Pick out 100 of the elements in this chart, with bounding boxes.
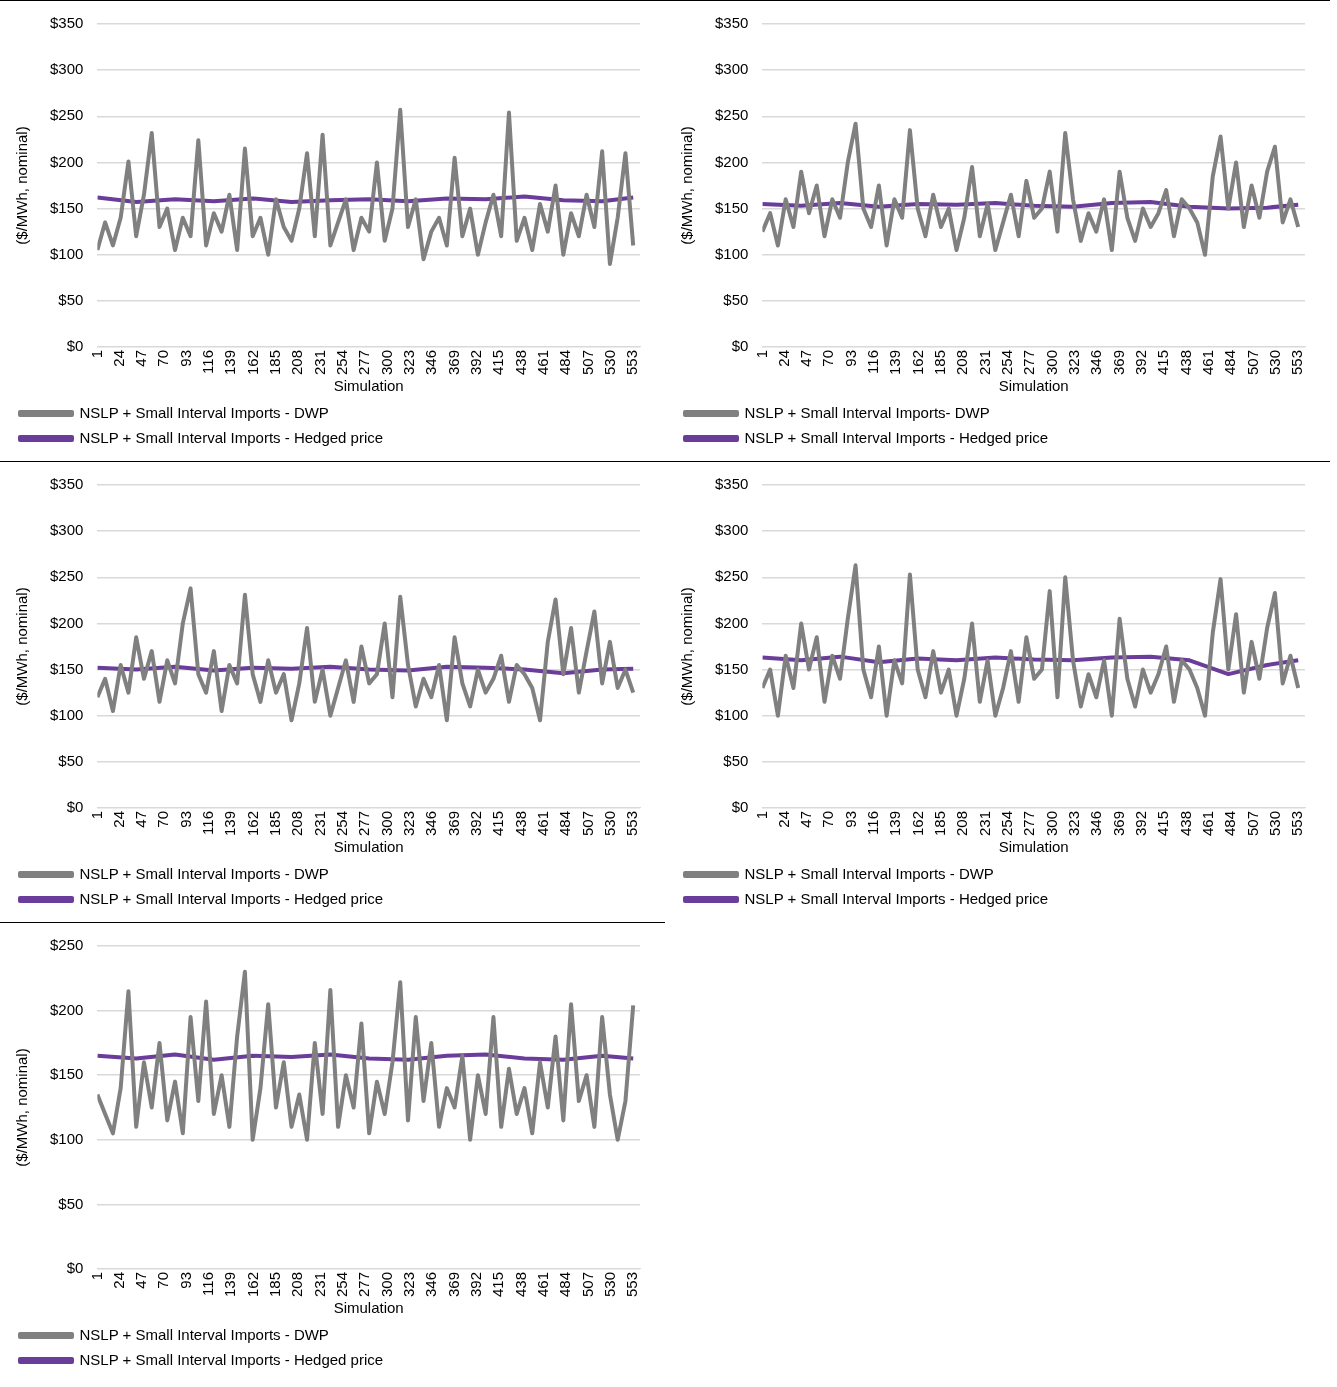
y-tick-label: $350 <box>714 475 749 493</box>
x-tick-label: 70 <box>819 810 837 828</box>
x-tick-label: 323 <box>400 1271 418 1297</box>
x-axis-title: Simulation <box>333 838 404 856</box>
x-tick-label: 507 <box>578 810 596 836</box>
x-tick-label: 461 <box>1199 349 1217 375</box>
x-tick-label: 530 <box>1266 810 1284 836</box>
x-tick-label: 116 <box>864 349 882 374</box>
x-tick-label: 530 <box>1266 349 1284 375</box>
x-tick-label: 208 <box>288 810 306 836</box>
x-tick-label: 70 <box>154 1271 172 1289</box>
y-tick-label: $0 <box>731 798 749 816</box>
x-tick-label: 300 <box>1042 349 1060 375</box>
x-tick-label: 1 <box>752 810 770 820</box>
x-tick-label: 461 <box>534 349 552 375</box>
x-tick-label: 47 <box>797 810 815 828</box>
x-tick-label: 392 <box>467 810 485 836</box>
y-tick-label: $100 <box>49 1129 84 1147</box>
x-tick-label: 93 <box>176 1271 194 1289</box>
x-tick-label: 438 <box>1176 349 1194 375</box>
y-tick-label: $50 <box>723 751 749 769</box>
x-tick-label: 208 <box>288 1271 306 1297</box>
x-tick-label: 162 <box>243 349 261 375</box>
x-tick-label: 162 <box>243 810 261 836</box>
x-tick-label: 254 <box>333 349 351 375</box>
x-tick-label: 208 <box>288 349 306 375</box>
x-tick-label: 47 <box>797 349 815 367</box>
y-tick-label: $200 <box>714 152 749 170</box>
x-tick-label: 70 <box>154 349 172 367</box>
x-tick-label: 1 <box>752 349 770 359</box>
x-tick-label: 300 <box>377 1271 395 1297</box>
y-tick-label: $0 <box>66 1259 84 1277</box>
x-tick-label: 553 <box>1288 810 1306 836</box>
y-axis-title: ($/MWh, nominal) <box>678 587 696 706</box>
y-axis-title: ($/MWh, nominal) <box>678 126 696 245</box>
y-axis-title: ($/MWh, nominal) <box>13 587 31 706</box>
y-tick-label: $250 <box>49 936 84 954</box>
y-axis-title: ($/MWh, nominal) <box>13 1048 31 1167</box>
x-tick-label: 185 <box>266 810 284 836</box>
x-tick-label: 369 <box>1109 810 1127 836</box>
x-tick-label: 415 <box>489 349 507 375</box>
x-tick-label: 47 <box>132 1271 150 1289</box>
y-tick-label: $150 <box>49 1065 84 1083</box>
x-tick-label: 1 <box>87 349 105 359</box>
y-tick-label: $350 <box>49 475 84 493</box>
x-axis-title: Simulation <box>333 377 404 395</box>
x-tick-label: 553 <box>623 1271 641 1297</box>
x-tick-label: 369 <box>1109 349 1127 375</box>
x-tick-label: 116 <box>864 810 882 835</box>
x-tick-label: 231 <box>310 1271 328 1297</box>
x-tick-label: 162 <box>908 349 926 375</box>
y-tick-label: $0 <box>731 337 749 355</box>
x-tick-label: 415 <box>1154 810 1172 836</box>
x-tick-label: 300 <box>377 810 395 836</box>
x-tick-label: 24 <box>774 810 792 828</box>
x-tick-label: 461 <box>534 1271 552 1297</box>
x-tick-label: 530 <box>601 1271 619 1297</box>
legend-label: NSLP + Small Interval Imports - DWP <box>744 864 994 882</box>
x-tick-label: 461 <box>1199 810 1217 836</box>
x-tick-label: 1 <box>87 1271 105 1281</box>
x-tick-label: 415 <box>489 810 507 836</box>
x-tick-label: 323 <box>1065 349 1083 375</box>
x-tick-label: 277 <box>1020 349 1038 375</box>
legend-label: NSLP + Small Interval Imports - Hedged price <box>744 889 1049 907</box>
y-tick-label: $300 <box>49 60 84 78</box>
y-tick-label: $300 <box>714 521 749 539</box>
y-tick-label: $150 <box>714 198 749 216</box>
legend-label: NSLP + Small Interval Imports - Hedged price <box>744 428 1049 446</box>
x-tick-label: 47 <box>132 810 150 828</box>
x-tick-label: 185 <box>931 349 949 375</box>
x-tick-label: 116 <box>199 349 217 374</box>
x-tick-label: 484 <box>1221 810 1239 836</box>
x-tick-label: 139 <box>221 349 239 375</box>
x-tick-label: 254 <box>333 810 351 836</box>
x-tick-label: 116 <box>199 1271 217 1296</box>
x-tick-label: 438 <box>511 810 529 836</box>
x-tick-label: 24 <box>109 1271 127 1289</box>
x-axis-title: Simulation <box>998 377 1069 395</box>
x-tick-label: 24 <box>774 349 792 367</box>
y-axis-title: ($/MWh, nominal) <box>13 126 31 245</box>
x-tick-label: 438 <box>511 349 529 375</box>
x-tick-label: 254 <box>333 1271 351 1297</box>
x-tick-label: 185 <box>266 1271 284 1297</box>
y-tick-label: $150 <box>714 659 749 677</box>
x-tick-label: 162 <box>243 1271 261 1297</box>
y-tick-label: $0 <box>66 337 84 355</box>
legend-label: NSLP + Small Interval Imports- DWP <box>744 403 990 421</box>
x-tick-label: 323 <box>1065 810 1083 836</box>
legend-label: NSLP + Small Interval Imports - DWP <box>79 864 329 882</box>
x-axis-title: Simulation <box>998 838 1069 856</box>
y-tick-label: $150 <box>49 198 84 216</box>
x-tick-label: 392 <box>1132 349 1150 375</box>
x-tick-label: 70 <box>154 810 172 828</box>
x-tick-label: 93 <box>176 349 194 367</box>
x-tick-label: 277 <box>355 1271 373 1297</box>
x-tick-label: 254 <box>998 349 1016 375</box>
legend-label: NSLP + Small Interval Imports - Hedged price <box>79 1350 384 1368</box>
x-tick-label: 208 <box>953 810 971 836</box>
x-tick-label: 507 <box>1243 349 1261 375</box>
x-tick-label: 185 <box>266 349 284 375</box>
